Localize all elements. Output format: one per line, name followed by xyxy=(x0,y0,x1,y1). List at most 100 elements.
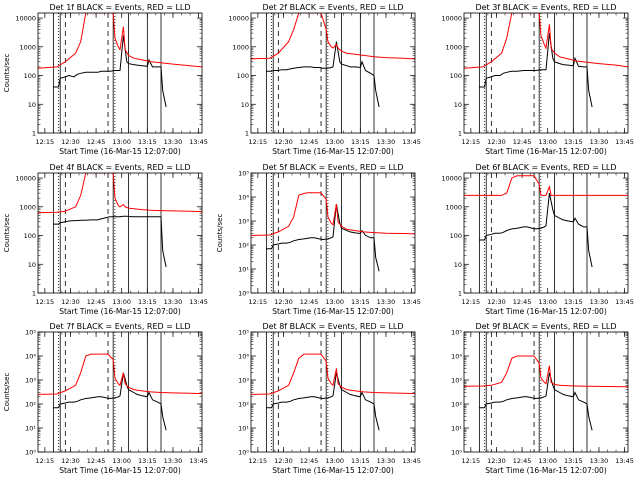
series-lld-line xyxy=(251,13,415,60)
y-tick-label: 10⁴ xyxy=(25,353,36,361)
x-tick-label: 12:45 xyxy=(300,457,319,465)
y-tick-label: 10 xyxy=(454,261,462,269)
y-tick-label: 1 xyxy=(458,130,462,138)
panel-det-6: Det 6f BLACK = Events, RED = LLD Start Ti… xyxy=(441,163,634,316)
x-tick-label: 12:15 xyxy=(461,138,480,146)
y-tick-label: 10⁵ xyxy=(238,329,249,337)
x-tick-label: 13:00 xyxy=(538,457,557,465)
y-tick-label: 100 xyxy=(24,72,36,80)
y-tick-label: 10⁴ xyxy=(238,353,249,361)
series-lld-line xyxy=(464,13,628,69)
y-tick-label: 100 xyxy=(450,232,462,240)
x-tick-label: 13:45 xyxy=(402,298,421,306)
plot-frame xyxy=(463,12,629,134)
series-lld-line xyxy=(38,13,202,69)
y-tick-label: 10⁵ xyxy=(451,329,462,337)
y-tick-label: 1 xyxy=(245,130,249,138)
y-tick-label: 10 xyxy=(241,101,249,109)
x-tick-label: 12:30 xyxy=(61,138,80,146)
panel-title: Det 1f BLACK = Events, RED = LLD xyxy=(49,3,190,12)
panel-title: Det 5f BLACK = Events, RED = LLD xyxy=(262,163,403,172)
x-axis-label: Start Time (16-Mar-15 12:07:00) xyxy=(485,307,607,316)
y-tick-label: 10000 xyxy=(228,15,249,23)
x-tick-label: 12:15 xyxy=(461,298,480,306)
series-events-line xyxy=(266,41,380,108)
x-tick-label: 13:15 xyxy=(138,138,157,146)
x-tick-label: 13:00 xyxy=(112,298,131,306)
y-tick-label: 10¹ xyxy=(451,425,462,433)
x-tick-label: 12:15 xyxy=(35,138,54,146)
y-tick-label: 1 xyxy=(32,130,36,138)
y-tick-label: 10⁰ xyxy=(25,449,36,457)
x-tick-label: 13:45 xyxy=(615,457,634,465)
y-tick-label: 10¹ xyxy=(25,425,36,433)
y-tick-label: 100 xyxy=(24,232,36,240)
series-events-line xyxy=(266,204,380,272)
y-tick-label: 10³ xyxy=(451,377,462,385)
y-tick-label: 1000 xyxy=(445,203,462,211)
panel-title: Det 8f BLACK = Events, RED = LLD xyxy=(262,322,403,331)
series-group xyxy=(251,192,415,272)
x-tick-label: 12:30 xyxy=(61,457,80,465)
x-tick-label: 12:45 xyxy=(300,138,319,146)
x-tick-label: 13:45 xyxy=(189,298,208,306)
panel-title: Det 9f BLACK = Events, RED = LLD xyxy=(475,322,616,331)
panel-title: Det 4f BLACK = Events, RED = LLD xyxy=(49,163,190,172)
series-lld-line xyxy=(38,173,202,214)
x-tick-label: 13:00 xyxy=(325,457,344,465)
x-tick-label: 13:45 xyxy=(189,138,208,146)
series-lld-line xyxy=(464,355,628,388)
x-tick-label: 12:30 xyxy=(487,298,506,306)
x-tick-label: 13:45 xyxy=(402,457,421,465)
x-tick-label: 12:45 xyxy=(87,138,106,146)
y-tick-label: 10⁰ xyxy=(238,449,249,457)
panel-title: Det 3f BLACK = Events, RED = LLD xyxy=(475,3,616,12)
x-tick-label: 13:15 xyxy=(351,138,370,146)
x-tick-label: 13:15 xyxy=(138,298,157,306)
x-tick-label: 13:00 xyxy=(325,298,344,306)
x-tick-label: 12:30 xyxy=(274,138,293,146)
x-tick-label: 13:15 xyxy=(564,298,583,306)
x-tick-label: 13:45 xyxy=(615,298,634,306)
y-tick-label: 1 xyxy=(458,290,462,298)
panel-title: Det 7f BLACK = Events, RED = LLD xyxy=(49,322,190,331)
series-group xyxy=(464,175,628,268)
y-tick-label: 10² xyxy=(238,242,249,250)
y-tick-label: 10⁵ xyxy=(25,329,36,337)
y-tick-label: 10³ xyxy=(25,377,36,385)
y-tick-label: 10³ xyxy=(238,377,249,385)
x-axis-label: Start Time (16-Mar-15 12:07:00) xyxy=(485,147,607,156)
x-tick-label: 12:15 xyxy=(35,298,54,306)
x-axis-label: Start Time (16-Mar-15 12:07:00) xyxy=(59,147,181,156)
series-lld-line xyxy=(251,353,415,395)
y-tick-label: 1000 xyxy=(19,43,36,51)
y-tick-label: 10⁴ xyxy=(238,194,249,202)
plot-frame xyxy=(37,331,203,453)
series-events-line xyxy=(479,192,593,268)
y-tick-label: 10² xyxy=(25,401,36,409)
panel-det-5: Det 5f BLACK = Events, RED = LLD Counts/s… xyxy=(216,163,421,316)
x-tick-label: 13:30 xyxy=(164,457,183,465)
panel-det-7: Det 7f BLACK = Events, RED = LLD Counts/s… xyxy=(3,322,208,475)
panel-det-3: Det 3f BLACK = Events, RED = LLD Start Ti… xyxy=(441,3,634,156)
series-lld-line xyxy=(38,353,202,395)
series-group xyxy=(464,355,628,431)
x-tick-label: 12:30 xyxy=(487,138,506,146)
series-events-line xyxy=(479,372,593,431)
x-axis-label: Start Time (16-Mar-15 12:07:00) xyxy=(272,307,394,316)
series-events-line xyxy=(479,33,593,108)
y-tick-label: 1000 xyxy=(232,43,249,51)
plot-frame xyxy=(463,172,629,294)
y-tick-label: 10¹ xyxy=(238,266,249,274)
x-tick-label: 12:15 xyxy=(461,457,480,465)
panel-det-4: Det 4f BLACK = Events, RED = LLD Counts/s… xyxy=(3,163,208,316)
x-tick-label: 13:15 xyxy=(564,138,583,146)
x-tick-label: 12:30 xyxy=(487,457,506,465)
y-tick-label: 10000 xyxy=(15,175,36,183)
y-tick-label: 1000 xyxy=(445,43,462,51)
x-tick-label: 12:45 xyxy=(513,298,532,306)
x-tick-label: 13:30 xyxy=(590,138,609,146)
x-tick-label: 12:45 xyxy=(300,298,319,306)
x-tick-label: 13:15 xyxy=(351,298,370,306)
